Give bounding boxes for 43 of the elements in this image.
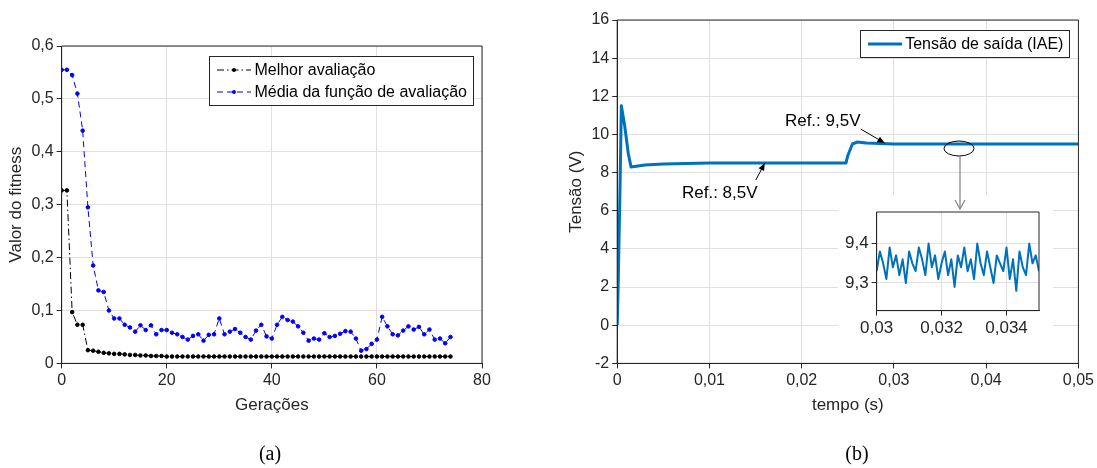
y-tick-label: 2 [600, 277, 610, 295]
x-tick-label: 60 [368, 371, 386, 389]
y-tick-label: -2 [594, 353, 610, 371]
x-axis-title: Gerações [234, 395, 309, 415]
legend-label: Melhor avaliação [254, 60, 376, 80]
text: (a) [257, 442, 283, 465]
y-tick-label: 12 [591, 86, 610, 104]
x-tick-label: 0,03 [860, 318, 894, 338]
y-tick-label: 9,4 [844, 233, 869, 253]
y-tick-label: 6 [600, 201, 610, 219]
x-tick-label: 0,034 [985, 318, 1028, 338]
x-tick-label: 0 [57, 371, 67, 389]
y-axis-title: Valor do fitness [5, 146, 25, 263]
x-tick-label: 0 [612, 371, 622, 389]
text: (b) [844, 442, 870, 465]
x-tick-label: 80 [473, 371, 491, 389]
y-tick-label: 0,4 [31, 142, 54, 160]
y-tick-label: 8 [600, 163, 610, 181]
x-axis-title: tempo (s) [811, 395, 884, 415]
x-tick-label: 0,02 [786, 371, 818, 389]
y-tick-label: 10 [591, 124, 610, 142]
y-tick-label: 0,6 [31, 36, 54, 54]
y-tick-label: 14 [591, 48, 610, 66]
y-tick-label: 9,3 [844, 272, 869, 292]
y-tick-label: 0,1 [31, 300, 54, 318]
x-tick-label: 40 [262, 371, 281, 389]
x-tick-label: 0,03 [878, 371, 910, 389]
x-tick-label: 20 [157, 371, 176, 389]
legend-label: Média da função de avaliação [254, 82, 467, 102]
y-tick-label: 16 [591, 10, 610, 28]
x-tick-label: 0,05 [1062, 371, 1095, 389]
y-tick-label: 4 [600, 239, 610, 257]
x-tick-label: 0,01 [693, 371, 726, 389]
y-tick-label: 0,3 [31, 195, 54, 213]
y-tick-label: 0,2 [31, 248, 54, 266]
y-tick-label: 0 [44, 353, 54, 371]
x-tick-label: 0,04 [970, 371, 1002, 389]
x-tick-label: 0,032 [920, 318, 963, 338]
annotation: Ref.: 9,5V [784, 110, 862, 130]
y-axis-title: Tensão (V) [565, 150, 585, 233]
annotation: Ref.: 8,5V [681, 182, 759, 202]
y-tick-label: 0,5 [31, 89, 54, 107]
legend-label: Tensão de saída (IAE) [905, 34, 1064, 54]
